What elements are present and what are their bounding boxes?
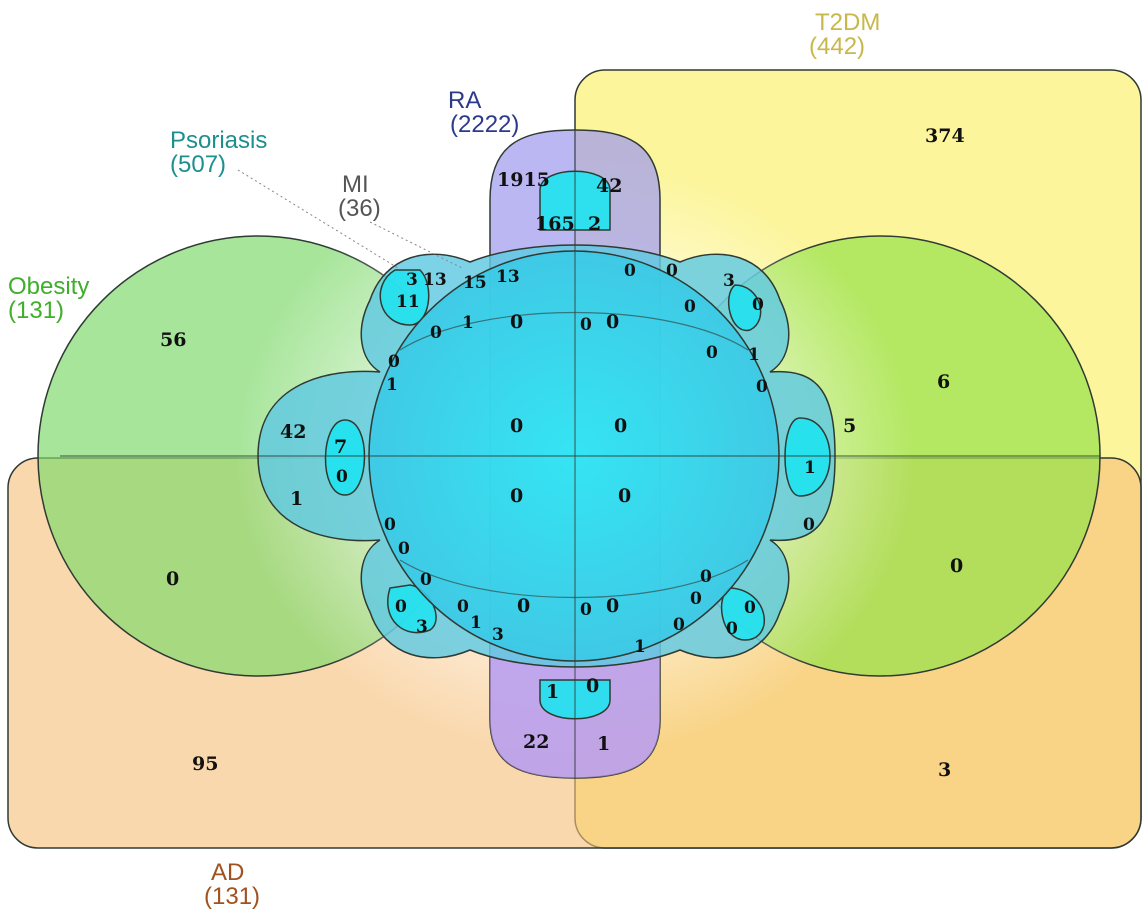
count-lobe-ul-c: 11 bbox=[396, 292, 420, 312]
count-lobe-ul-b: 13 bbox=[423, 270, 447, 290]
psoriasis-label: Psoriasis bbox=[170, 127, 267, 154]
count-lobe-ur-c: 3 bbox=[723, 271, 735, 291]
count-lobe-ur-a: 0 bbox=[624, 261, 636, 281]
count-lobe-l-a: 0 bbox=[388, 352, 400, 372]
count-lobe-l-d: 7 bbox=[334, 436, 347, 458]
count-lobe-ur-f: 0 bbox=[706, 343, 718, 363]
ad-size: (131) bbox=[204, 883, 260, 910]
count-ra-bottom-inner-right: 0 bbox=[586, 675, 599, 697]
mi-lobe-ur bbox=[727, 284, 762, 331]
count-lobe-lr-e: 0 bbox=[726, 619, 738, 639]
count-lobe-l-g: 0 bbox=[384, 515, 396, 535]
t2dm-size: (442) bbox=[809, 33, 865, 60]
count-obesity-right-bottom: 0 bbox=[950, 555, 963, 577]
count-lobe-ur-d: 0 bbox=[684, 297, 696, 317]
mi-lobe-left bbox=[324, 419, 366, 496]
count-lobe-ur-g: 1 bbox=[748, 345, 760, 365]
count-ra-bottom-left: 22 bbox=[523, 731, 549, 753]
count-lobe-ll-c: 3 bbox=[416, 617, 428, 637]
mi-label: MI bbox=[342, 171, 369, 198]
count-center-6: 0 bbox=[618, 485, 631, 507]
ad-label: AD bbox=[211, 859, 244, 886]
count-ra-bottom-right: 1 bbox=[597, 733, 610, 755]
count-ra-bottom-inner-left: 1 bbox=[546, 681, 559, 703]
count-lobe-r-d: 0 bbox=[803, 515, 815, 535]
count-lobe-l-h: 0 bbox=[398, 539, 410, 559]
t2dm-label: T2DM bbox=[815, 9, 880, 36]
count-lobe-ul-a: 3 bbox=[406, 270, 418, 290]
count-lobe-lr-d: 0 bbox=[673, 615, 685, 635]
count-lobe-l-e: 0 bbox=[336, 467, 348, 487]
obesity-size: (131) bbox=[8, 297, 64, 324]
mi-size: (36) bbox=[338, 195, 381, 222]
count-lobe-ul-e: 13 bbox=[496, 267, 520, 287]
count-lobe-r-c: 1 bbox=[804, 458, 816, 478]
count-center-2: 0 bbox=[606, 311, 619, 333]
count-center-3: 0 bbox=[510, 415, 523, 437]
count-t2dm-only: 374 bbox=[925, 125, 965, 147]
count-center-10: 0 bbox=[580, 600, 592, 620]
mi-lobe-right bbox=[784, 417, 831, 497]
count-ad-t2dm: 3 bbox=[938, 759, 951, 781]
count-lobe-lr-c: 0 bbox=[744, 598, 756, 618]
count-ad-only: 95 bbox=[192, 753, 218, 775]
count-ra-top-inner-left: 165 bbox=[535, 213, 575, 235]
count-center-5: 0 bbox=[510, 485, 523, 507]
count-lobe-lr-a: 0 bbox=[700, 567, 712, 587]
count-lobe-lr-f: 1 bbox=[634, 637, 646, 657]
count-lobe-ll-e: 1 bbox=[470, 613, 482, 633]
count-lobe-l-c: 42 bbox=[280, 421, 306, 443]
ra-label: RA bbox=[448, 87, 481, 114]
count-lobe-r-b: 5 bbox=[843, 415, 856, 437]
count-ra-top-inner-right: 2 bbox=[588, 213, 601, 235]
count-obesity-ad: 0 bbox=[166, 568, 179, 590]
count-center-1: 0 bbox=[510, 311, 523, 333]
ra-size: (2222) bbox=[450, 111, 519, 138]
count-center-9: 0 bbox=[580, 315, 592, 335]
count-lobe-ul-d: 15 bbox=[463, 273, 487, 293]
count-center-8: 0 bbox=[606, 595, 619, 617]
count-ra-top-left: 1915 bbox=[497, 169, 550, 191]
count-lobe-r-a: 0 bbox=[756, 377, 768, 397]
count-lobe-ll-d: 0 bbox=[457, 597, 469, 617]
count-lobe-ll-f: 3 bbox=[492, 625, 504, 645]
count-lobe-ul-g: 1 bbox=[462, 313, 474, 333]
count-lobe-ll-b: 0 bbox=[395, 597, 407, 617]
count-obesity-only: 56 bbox=[160, 329, 186, 351]
obesity-label: Obesity bbox=[8, 273, 89, 300]
mi-leader-line bbox=[369, 221, 463, 269]
count-lobe-l-f: 1 bbox=[290, 488, 303, 510]
count-lobe-ll-a: 0 bbox=[420, 570, 432, 590]
count-lobe-l-b: 1 bbox=[386, 375, 398, 395]
count-lobe-ur-b: 0 bbox=[666, 261, 678, 281]
count-center-4: 0 bbox=[614, 415, 627, 437]
psoriasis-size: (507) bbox=[170, 151, 226, 178]
count-center-7: 0 bbox=[517, 595, 530, 617]
count-lobe-lr-b: 0 bbox=[690, 589, 702, 609]
count-lobe-ur-e: 0 bbox=[752, 295, 764, 315]
count-ra-top-right: 42 bbox=[596, 175, 622, 197]
mi-lobe-ul bbox=[379, 269, 430, 326]
count-lobe-ul-f: 0 bbox=[430, 323, 442, 343]
psoriasis-leader-line bbox=[237, 169, 399, 269]
count-obesity-right-top: 6 bbox=[937, 371, 950, 393]
mi-lobe-lr bbox=[720, 587, 765, 641]
